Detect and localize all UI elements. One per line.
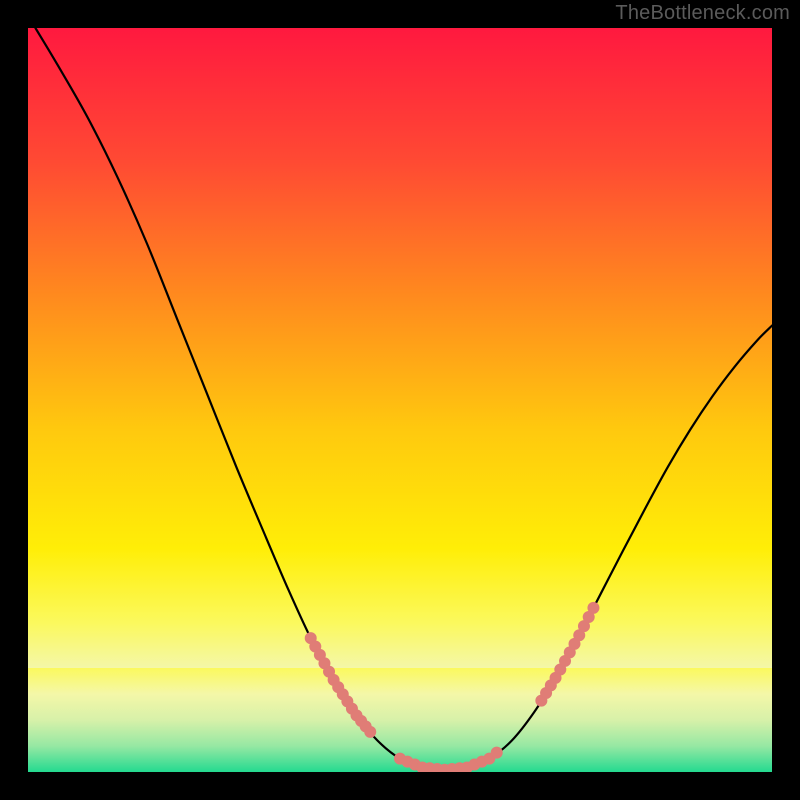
curve-svg [28, 28, 772, 772]
bottleneck-curve [35, 28, 772, 770]
curve-marker [588, 602, 599, 613]
chart-frame: TheBottleneck.com [0, 0, 800, 800]
watermark-text: TheBottleneck.com [615, 2, 790, 25]
plot-area [28, 28, 772, 772]
curve-marker [365, 726, 376, 737]
marker-group [305, 602, 599, 772]
curve-marker [491, 747, 502, 758]
